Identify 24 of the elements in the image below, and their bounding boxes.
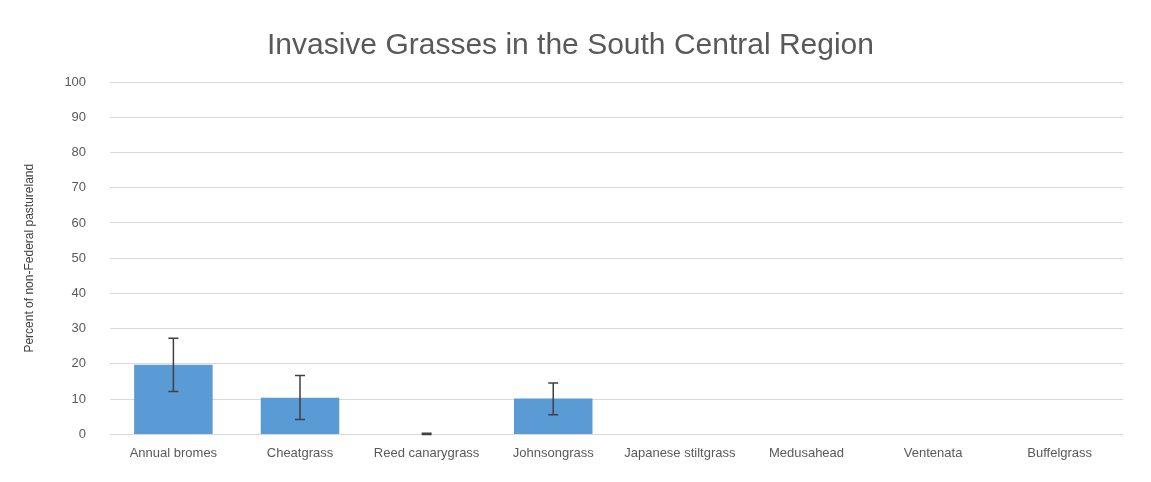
x-tick-label: Japanese stiltgrass [624,444,736,460]
y-tick-label: 70 [71,179,87,195]
y-tick-label: 30 [71,320,87,336]
y-tick-label: 10 [71,390,87,406]
bar [513,398,593,434]
y-axis-title: Percent of non-Federal pastureland [21,163,36,353]
y-tick-label: 50 [71,249,87,265]
x-tick-label: Annual bromes [129,444,218,460]
y-tick-label: 0 [78,425,87,441]
y-tick-label: 20 [71,355,87,371]
x-tick-label: Ventenata [903,444,964,460]
y-tick-label: 80 [71,144,87,160]
y-tick-label: 60 [71,214,87,230]
x-tick-label: Cheatgrass [266,444,334,460]
y-tick-label: 90 [71,108,87,124]
bar [260,397,340,434]
x-tick-label: Buffelgrass [1027,444,1093,460]
y-tick-label: 40 [71,285,87,301]
x-tick-label: Reed canarygrass [373,444,480,460]
x-tick-label: Johnsongrass [512,444,595,460]
bar [134,364,213,434]
chart-title: Invasive Grasses in the South Central Region [267,27,874,61]
y-tick-label: 100 [64,73,87,89]
x-tick-label: Medusahead [768,444,845,460]
